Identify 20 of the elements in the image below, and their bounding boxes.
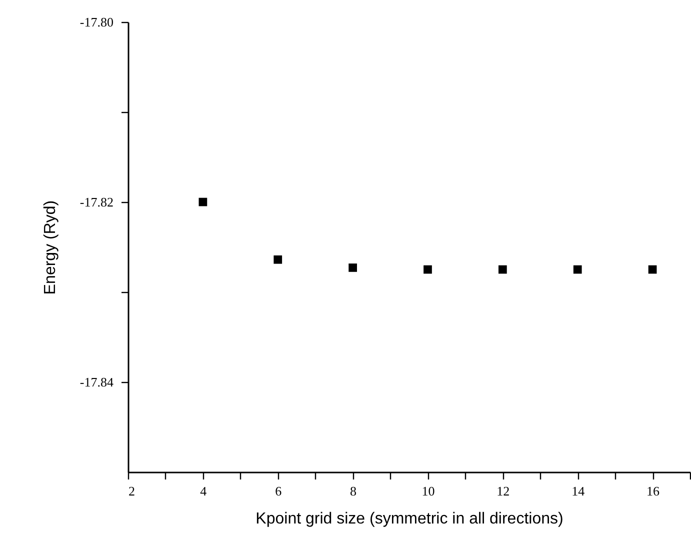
x-tick-label: 6	[275, 484, 282, 498]
point	[573, 265, 582, 274]
x-tick-label: 12	[496, 484, 510, 498]
point	[498, 265, 507, 274]
point	[648, 265, 657, 274]
y-tick-label: -17.80	[80, 14, 114, 30]
x-tick-label: 4	[200, 484, 208, 498]
y-tick-label: -17.84	[80, 374, 114, 390]
y-tick-label: -17.82	[80, 194, 114, 210]
point	[348, 264, 357, 272]
x-tick-label: 2	[128, 484, 135, 498]
point	[424, 265, 432, 274]
x-axis-title: Kpoint grid size (symmetric in all directions)	[256, 510, 564, 528]
x-tick-label: 10	[422, 484, 435, 498]
point	[198, 198, 208, 206]
y-axis-title: Energy (Ryd)	[42, 200, 59, 295]
x-tick-label: 8	[350, 484, 357, 498]
x-tick-label: 16	[646, 484, 660, 498]
point	[274, 255, 282, 264]
x-tick-label: 14	[572, 484, 586, 498]
